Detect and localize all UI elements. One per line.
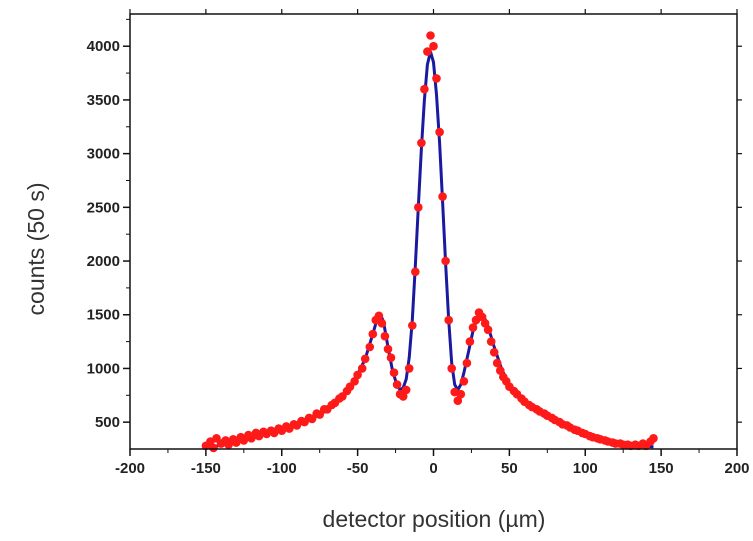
data-point — [386, 353, 396, 363]
data-point — [456, 389, 466, 399]
y-tick-label: 2000 — [87, 253, 120, 270]
plot-area — [130, 14, 737, 449]
x-tick-label: -100 — [267, 460, 297, 477]
data-point — [444, 315, 454, 325]
x-tick-label: -50 — [347, 460, 369, 477]
data-point — [357, 364, 367, 373]
data-point — [380, 331, 390, 341]
data-point — [401, 385, 411, 395]
data-point — [477, 312, 487, 322]
data-point — [392, 380, 402, 389]
data-point — [496, 366, 505, 375]
data-point — [468, 323, 478, 332]
y-tick-label: 1000 — [87, 360, 120, 377]
y-tick-label: 500 — [95, 414, 120, 431]
data-point — [365, 342, 375, 352]
data-point — [374, 311, 384, 321]
x-tick-label: 100 — [573, 460, 598, 477]
data-point — [432, 74, 441, 83]
data-marks — [201, 31, 658, 453]
data-point — [438, 192, 447, 201]
data-point — [398, 392, 408, 401]
x-tick-label: 0 — [429, 460, 437, 477]
data-point — [492, 358, 502, 368]
data-point — [435, 127, 444, 137]
data-point — [483, 325, 493, 335]
data-point — [353, 370, 362, 380]
data-point — [465, 337, 475, 346]
x-tick-label: -150 — [191, 460, 221, 477]
data-point — [429, 41, 438, 51]
data-point — [404, 364, 414, 373]
y-tick-label: 3500 — [87, 92, 120, 109]
data-point — [360, 354, 370, 364]
x-tick-label: 200 — [724, 460, 749, 477]
y-axis-label: counts (50 s) — [23, 183, 49, 316]
data-point — [414, 203, 423, 212]
data-point — [489, 348, 499, 357]
data-point — [649, 434, 658, 443]
data-point — [462, 358, 472, 368]
y-tick-label: 1500 — [87, 307, 120, 324]
data-point — [420, 84, 429, 94]
data-point — [423, 47, 432, 56]
x-tick-label: 150 — [649, 460, 674, 477]
data-point — [411, 267, 420, 277]
data-point — [459, 377, 469, 386]
data-point — [408, 321, 417, 330]
y-tick-label: 3000 — [87, 146, 120, 163]
x-tick-label: 50 — [501, 460, 518, 477]
data-point — [389, 368, 399, 378]
x-axis-label: detector position (µm) — [323, 506, 546, 532]
data-point — [426, 31, 435, 40]
data-point — [350, 377, 359, 386]
data-point — [209, 443, 218, 453]
data-point — [453, 396, 463, 406]
x-tick-label: -200 — [115, 460, 145, 477]
data-point — [480, 319, 490, 328]
y-tick-label: 2500 — [87, 199, 120, 216]
data-point — [486, 337, 496, 346]
data-point — [368, 329, 378, 339]
data-point — [447, 364, 457, 373]
data-point — [377, 319, 387, 328]
data-point — [417, 138, 426, 148]
data-point — [383, 344, 393, 354]
data-point — [441, 256, 450, 266]
y-tick-label: 4000 — [87, 38, 120, 55]
